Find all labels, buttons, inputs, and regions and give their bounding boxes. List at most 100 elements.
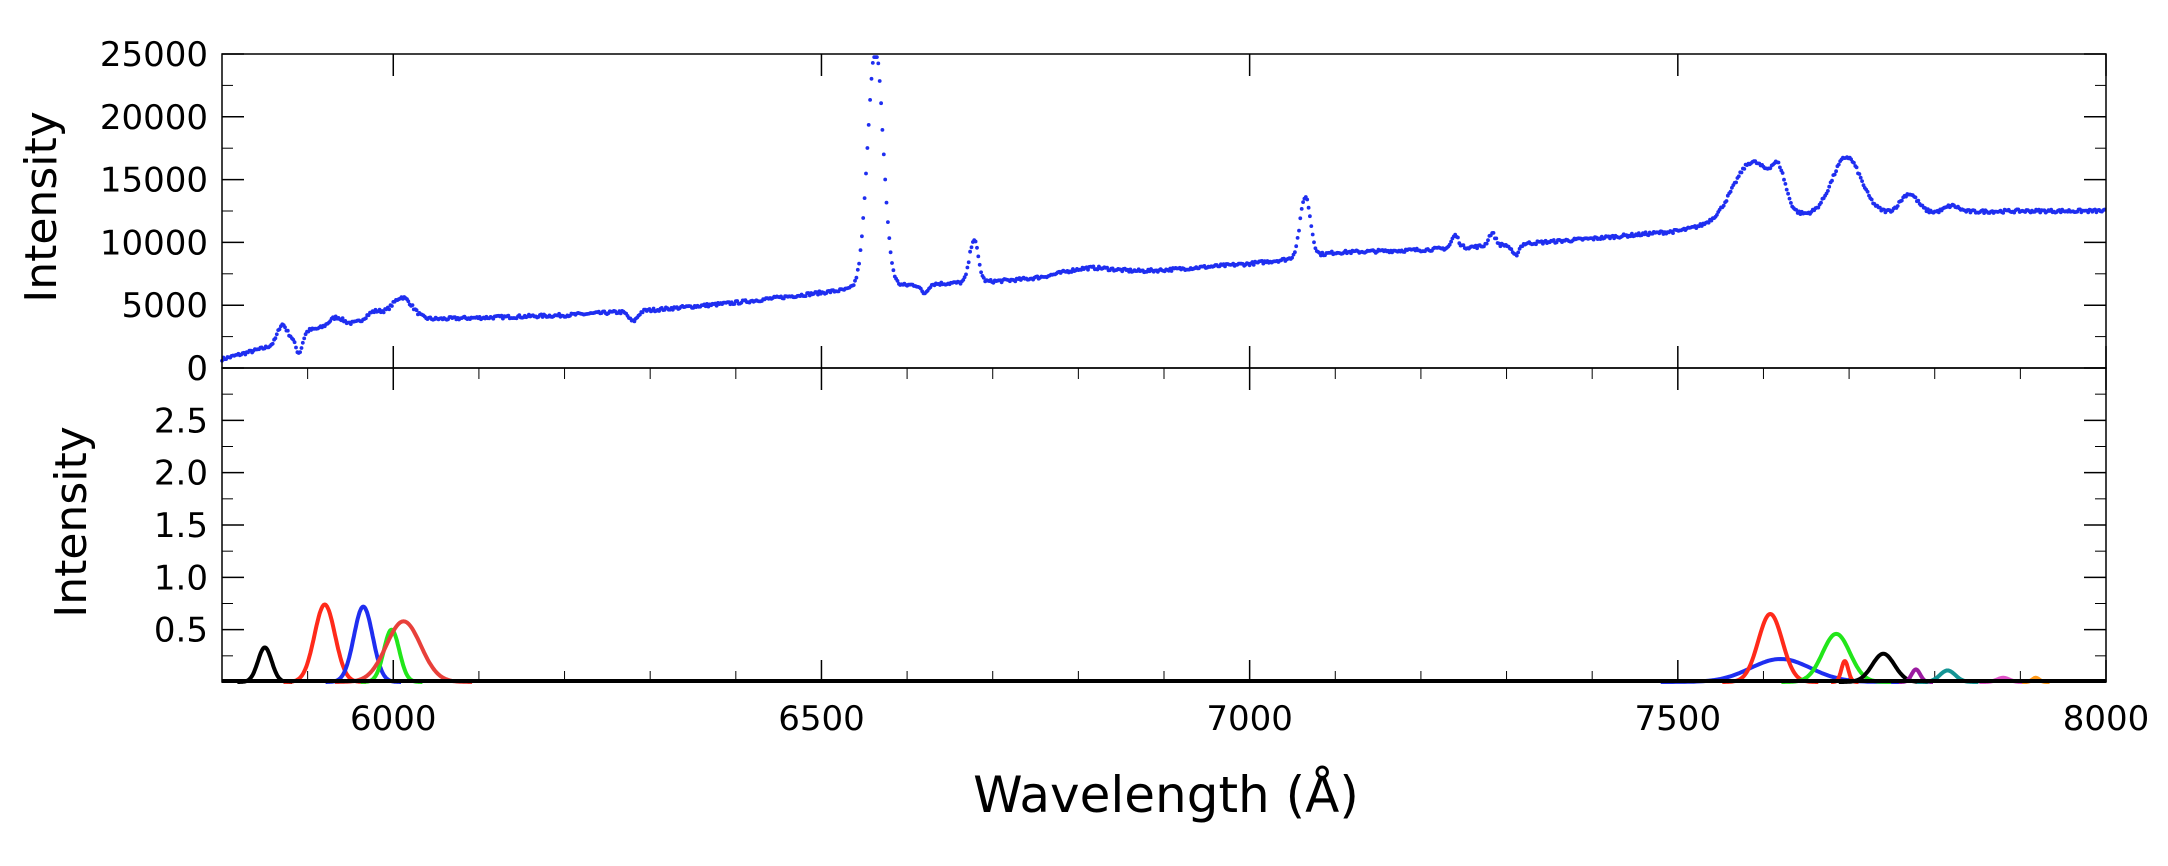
top-spectrum-point <box>1486 238 1490 243</box>
top-spectrum-point <box>1852 160 1856 165</box>
top-spectrum-point <box>300 340 305 345</box>
top-spectrum-point <box>1310 232 1315 237</box>
top-spectrum-point <box>1551 238 1556 242</box>
bottom-y-tick-label: 0.5 <box>154 611 208 651</box>
top-spectrum-point <box>298 350 302 354</box>
top-spectrum-point <box>1826 189 1830 193</box>
top-spectrum-points <box>220 55 2107 363</box>
top-spectrum-point <box>1980 208 1985 213</box>
top-spectrum-point <box>869 76 874 81</box>
top-spectrum-point <box>1306 205 1311 210</box>
top-spectrum-point <box>1832 172 1837 177</box>
top-spectrum-point <box>1491 231 1496 235</box>
top-spectrum-point <box>855 267 860 272</box>
top-spectrum-point <box>981 276 986 280</box>
top-spectrum-point <box>1836 162 1841 167</box>
top-spectrum-point <box>1776 160 1781 165</box>
top-spectrum-point <box>1916 198 1921 203</box>
top-spectrum-point <box>390 304 394 308</box>
top-panel: 0 5000 10000 15000 20000 25000 Intensity <box>16 35 2107 389</box>
top-spectrum-point <box>1869 197 1874 202</box>
top-spectrum-point <box>406 299 411 304</box>
top-spectrum-point <box>1936 210 1941 215</box>
top-spectrum-point <box>1786 191 1790 196</box>
top-spectrum-point <box>1514 253 1519 258</box>
top-spectrum-point <box>879 101 883 106</box>
bottom-x-tick-label: 8000 <box>2063 699 2150 739</box>
top-spectrum-point <box>870 61 875 65</box>
top-spectrum-point <box>277 327 282 332</box>
top-spectrum-point <box>302 336 307 341</box>
bottom-x-tick-label: 7500 <box>1635 699 1722 739</box>
top-spectrum-point <box>1295 236 1300 240</box>
top-spectrum-point <box>1319 253 1323 258</box>
top-y-tick-label: 5000 <box>121 286 208 326</box>
top-y-axis-title: Intensity <box>16 111 67 303</box>
top-spectrum-point <box>964 272 968 277</box>
top-spectrum-point <box>1782 177 1786 182</box>
top-spectrum-point <box>976 254 981 259</box>
bottom-x-tick-label: 6500 <box>778 699 865 739</box>
top-spectrum-point <box>1484 241 1489 246</box>
top-spectrum-point <box>851 283 856 287</box>
top-spectrum-point <box>1768 166 1773 171</box>
top-spectrum-point <box>1734 180 1738 185</box>
top-spectrum-point <box>1293 250 1297 255</box>
top-spectrum-point <box>975 245 979 250</box>
top-spectrum-point <box>1780 171 1785 175</box>
top-y-tick-label: 25000 <box>100 35 208 75</box>
top-spectrum-point <box>1858 175 1863 180</box>
top-spectrum-point <box>890 261 894 265</box>
top-spectrum-point <box>1830 178 1834 183</box>
top-spectrum-point <box>273 336 278 341</box>
top-spectrum-point <box>1294 244 1299 249</box>
top-spectrum-point <box>866 123 871 127</box>
top-spectrum-point <box>1783 182 1788 186</box>
top-spectrum-point <box>887 236 892 241</box>
top-spectrum-point <box>306 329 311 334</box>
top-spectrum-point <box>1827 184 1832 189</box>
top-spectrum-point <box>1313 246 1318 251</box>
top-y-tick-label: 15000 <box>100 161 208 201</box>
top-spectrum-point <box>895 279 900 283</box>
top-y-tick-label: 0 <box>186 349 208 389</box>
top-spectrum-point <box>1534 242 1538 247</box>
top-spectrum-point <box>888 250 893 255</box>
top-spectrum-point <box>270 341 275 346</box>
top-spectrum-point <box>1715 213 1719 217</box>
top-spectrum-point <box>880 127 885 132</box>
top-spectrum-point <box>1449 239 1453 244</box>
top-spectrum-point <box>557 311 561 316</box>
top-y-tick-label: 10000 <box>100 223 208 263</box>
top-spectrum-point <box>1456 235 1460 240</box>
top-spectrum-point <box>877 79 882 83</box>
bottom-x-tick-label: 6000 <box>350 699 437 739</box>
top-spectrum-point <box>1784 187 1789 192</box>
top-spectrum-point <box>387 307 392 312</box>
top-spectrum-point <box>1312 240 1316 245</box>
top-spectrum-point <box>1794 208 1799 212</box>
top-spectrum-point <box>875 55 879 59</box>
top-spectrum-point <box>651 306 656 311</box>
bottom-panel: 0.5 1.0 1.5 2.0 2.5 6000 6500 7000 7500 8000 Inte… <box>46 367 2150 824</box>
top-spectrum-point <box>1895 204 1900 208</box>
top-spectrum-point <box>1816 205 1821 210</box>
top-spectrum-point <box>858 248 863 253</box>
top-spectrum-point <box>969 245 974 250</box>
top-spectrum-point <box>860 234 864 239</box>
top-spectrum-point <box>283 325 287 330</box>
top-spectrum-point <box>2086 210 2091 215</box>
top-spectrum-point <box>886 220 890 225</box>
top-spectrum-point <box>1516 250 1521 255</box>
top-spectrum-point <box>1724 199 1729 203</box>
top-spectrum-point <box>1297 228 1301 233</box>
bottom-y-tick-label: 1.0 <box>154 558 208 598</box>
top-spectrum-point <box>1509 247 1514 252</box>
top-spectrum-point <box>381 310 386 315</box>
top-spectrum-point <box>735 299 740 303</box>
top-spectrum-point <box>968 249 972 254</box>
top-spectrum-point <box>881 152 886 157</box>
top-spectrum-point <box>1778 165 1782 170</box>
